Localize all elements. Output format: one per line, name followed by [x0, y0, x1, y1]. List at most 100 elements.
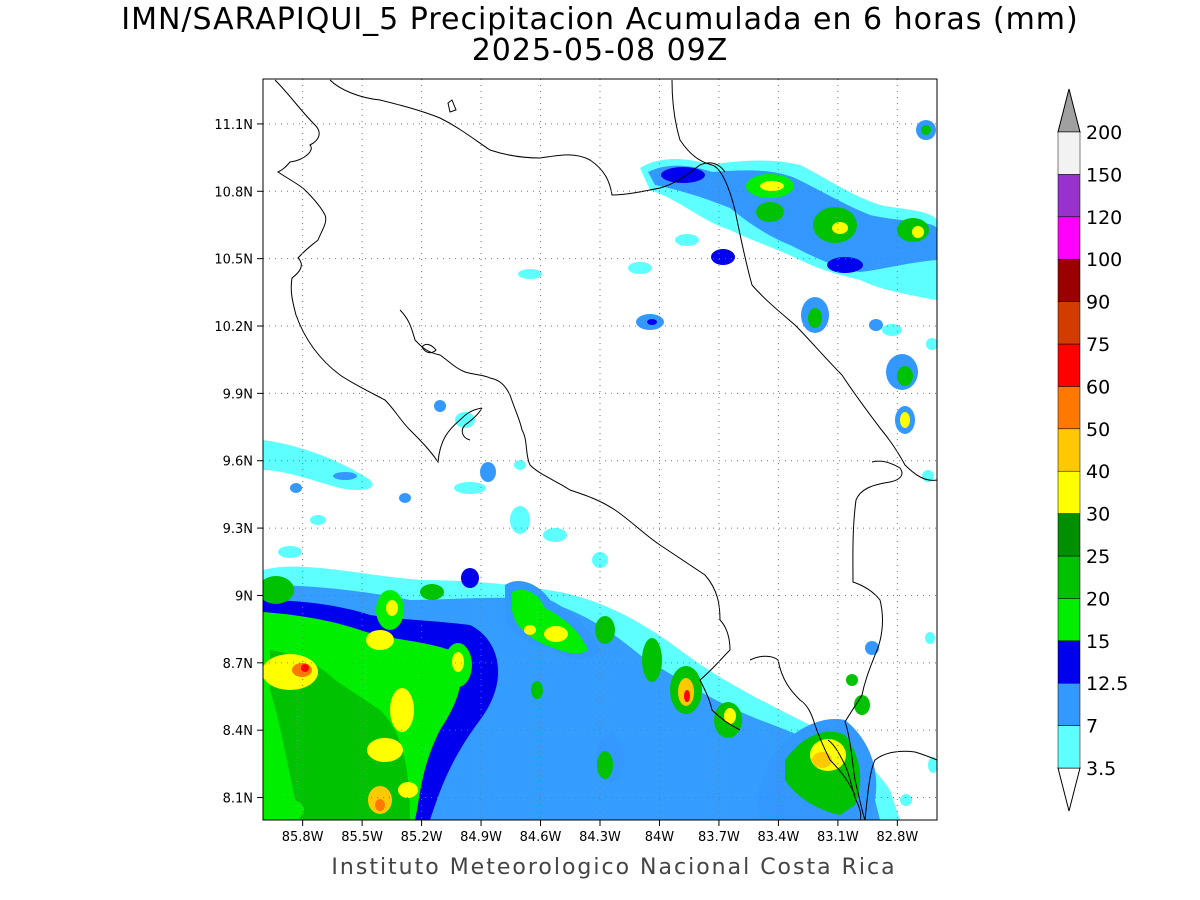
colorbar-swatch: [1057, 258, 1081, 302]
precip-area: [928, 757, 937, 773]
colorbar-level-label: 60: [1086, 376, 1110, 398]
precip-area: [628, 262, 652, 274]
precip-area: [661, 167, 705, 183]
colorbar-swatch: [1057, 174, 1081, 218]
precip-area: [648, 165, 937, 272]
burica-coast: [827, 739, 862, 820]
precip-area: [390, 688, 414, 732]
colorbar-swatch: [1057, 725, 1081, 769]
lat-tick-label: 9N: [235, 589, 253, 604]
lon-tick-label: 83.4W: [758, 830, 800, 845]
lon-tick-label: 85.2W: [401, 830, 443, 845]
colorbar-level-label: 150: [1086, 164, 1122, 186]
nicaragua-coastline: [274, 79, 483, 464]
colorbar-level-label: 25: [1086, 546, 1110, 568]
precip-area: [531, 681, 543, 699]
precip-area: [900, 794, 912, 806]
precip-area: [544, 626, 568, 642]
caribbean-coastline: [329, 79, 726, 196]
precip-area: [597, 751, 613, 779]
colorbar-swatch: [1057, 640, 1081, 684]
precip-area: [366, 630, 394, 650]
precip-area: [882, 324, 902, 336]
precip-area: [461, 568, 479, 588]
panama-coast: [864, 750, 937, 820]
colorbar-swatch: [1057, 301, 1081, 345]
lon-tick-label: 85.5W: [341, 830, 383, 845]
plot-area: [263, 79, 937, 820]
colorbar-swatch: [1057, 598, 1081, 642]
precip-area: [846, 674, 858, 686]
colorbar-level-label: 12.5: [1086, 673, 1128, 695]
colorbar-swatch: [1057, 682, 1081, 726]
precip-area: [925, 632, 935, 644]
colorbar-under-arrow: [1057, 767, 1081, 812]
colorbar-level-label: 120: [1086, 207, 1122, 229]
colorbar-level-label: 3.5: [1086, 758, 1116, 780]
precip-area: [900, 412, 910, 428]
lon-tick-label: 82.8W: [876, 830, 918, 845]
precip-area: [375, 799, 385, 811]
colorbar-legend: 3.5 7 12.5 15 20 25 30 40 50 60 75 90 100 120 150 200: [1057, 88, 1128, 812]
precip-area: [270, 650, 410, 820]
precip-area: [711, 249, 735, 265]
precip-area: [398, 782, 418, 798]
colorbar-level-label: 50: [1086, 419, 1110, 441]
nicoya-gulf-coast: [399, 309, 741, 731]
precip-area: [399, 493, 411, 503]
lat-tick-label: 10.2N: [214, 320, 253, 335]
precip-area: [912, 226, 924, 238]
lon-tick-label: 84.6W: [520, 830, 562, 845]
precip-area: [812, 752, 832, 768]
precipitation-field: [263, 120, 937, 820]
precip-area: [642, 638, 662, 682]
map-title: IMN/SARAPIQUI_5 Precipitacion Acumulada …: [121, 2, 1079, 37]
precip-area: [510, 506, 530, 534]
precip-area: [854, 695, 870, 715]
colorbar-swatch: [1057, 343, 1081, 387]
lat-tick-label: 9.3N: [223, 522, 253, 537]
colorbar-level-label: 75: [1086, 334, 1110, 356]
colorbar-swatch: [1057, 216, 1081, 260]
colorbar-level-label: 20: [1086, 588, 1110, 610]
nicoya-peninsula-inner: [461, 407, 483, 441]
precip-area: [921, 125, 931, 135]
colorbar-swatch: [1057, 555, 1081, 599]
panama-border: [844, 460, 903, 820]
lat-tick-label: 8.4N: [223, 724, 253, 739]
precip-area: [675, 234, 699, 246]
colorbar-level-label: 100: [1086, 249, 1122, 271]
precip-area: [310, 515, 326, 525]
lon-tick-label: 84W: [645, 830, 675, 845]
lon-tick-label: 85.8W: [282, 830, 324, 845]
precip-area: [301, 664, 309, 672]
island-outline: [447, 99, 457, 113]
precip-area: [420, 584, 444, 600]
precip-area: [480, 462, 496, 482]
precip-area: [756, 202, 784, 222]
precip-area: [455, 412, 475, 428]
lon-tick-label: 84.9W: [460, 830, 502, 845]
precip-area: [263, 576, 294, 604]
precip-area: [543, 528, 567, 542]
grid-lines: [263, 79, 937, 820]
lat-tick-label: 8.1N: [223, 792, 253, 807]
colorbar-swatch: [1057, 131, 1081, 175]
precip-area: [276, 800, 304, 820]
colorbar-level-label: 40: [1086, 461, 1110, 483]
colorbar-over-arrow: [1057, 88, 1081, 133]
precip-area: [926, 338, 937, 350]
colorbar-swatch: [1057, 428, 1081, 472]
precip-area: [647, 319, 657, 325]
precip-area: [263, 654, 318, 690]
colorbar-swatch: [1057, 386, 1081, 430]
axis-ticks: 85.8W 85.5W 85.2W 84.9W 84.6W 84.3W 84W 83.7W 83…: [214, 118, 918, 845]
colorbar-level-label: 90: [1086, 292, 1110, 314]
precip-area: [865, 641, 879, 655]
precip-area: [434, 400, 446, 412]
colorbar-swatch: [1057, 513, 1081, 557]
precip-area: [518, 269, 542, 279]
lat-tick-label: 10.8N: [214, 185, 253, 200]
colorbar-level-label: 15: [1086, 631, 1110, 653]
